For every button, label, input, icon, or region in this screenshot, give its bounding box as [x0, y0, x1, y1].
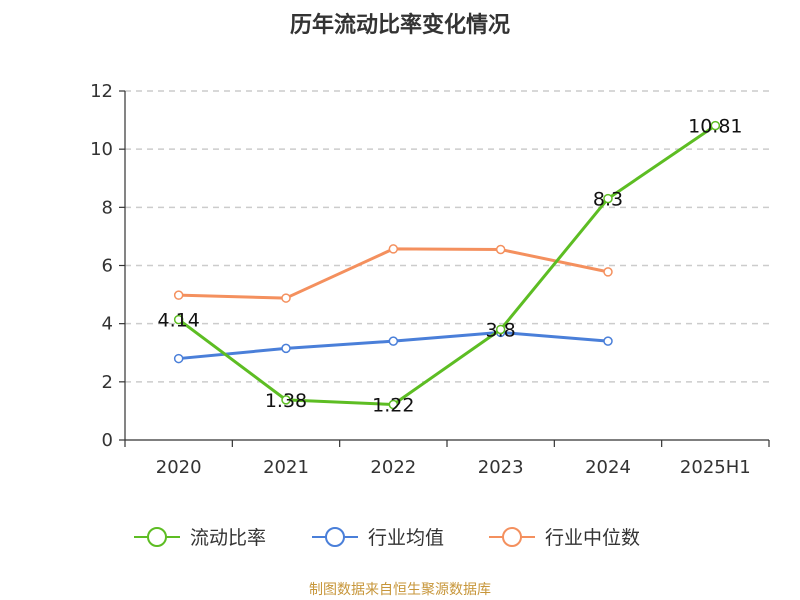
data-point — [388, 399, 399, 410]
y-tick-label: 4 — [102, 314, 113, 335]
legend-marker — [325, 527, 345, 547]
y-tick-label: 8 — [102, 197, 113, 218]
x-tick-label: 2021 — [263, 457, 309, 478]
data-label: 4.14 — [158, 310, 200, 332]
legend-marker — [147, 527, 167, 547]
data-point — [388, 336, 399, 346]
data-point — [281, 395, 291, 405]
legend-item-1: 行业均值 — [312, 527, 444, 549]
legend-item-0: 流动比率 — [134, 527, 266, 549]
series-line-2 — [178, 247, 609, 300]
data-point — [603, 336, 613, 346]
data-point — [388, 244, 399, 254]
data-label: 1.38 — [265, 390, 307, 412]
y-tick-label: 2 — [102, 372, 113, 393]
series-line-0 — [177, 124, 717, 407]
data-point — [710, 120, 721, 131]
data-label: 3.8 — [486, 319, 516, 341]
x-tick-label: 2025H1 — [680, 457, 751, 478]
y-tick-label: 6 — [102, 256, 113, 277]
x-tick-label: 2020 — [156, 457, 202, 478]
data-point — [173, 290, 184, 300]
series-lines — [173, 120, 721, 410]
data-label: 8.3 — [593, 189, 623, 211]
x-tick-label: 2024 — [585, 457, 631, 478]
chart-title: 历年流动比率变化情况 — [290, 12, 510, 38]
axes: 0 2 4 6 8 10 12 2020 2021 2022 2023 2024 2025H1 — [90, 81, 770, 478]
data-point — [603, 267, 613, 277]
x-tick-label: 2022 — [370, 457, 416, 478]
y-tick-label: 12 — [90, 81, 113, 102]
data-point — [173, 353, 184, 364]
legend-label: 流动比率 — [190, 527, 266, 549]
data-point — [281, 293, 291, 303]
legend-item-2: 行业中位数 — [489, 527, 640, 549]
y-tick-label: 0 — [102, 430, 113, 451]
data-label: 10.81 — [688, 116, 742, 138]
legend-label: 行业中位数 — [545, 527, 640, 549]
legend: 流动比率 行业均值 行业中位数 — [134, 527, 640, 549]
x-tick-label: 2023 — [478, 457, 524, 478]
source-note: 制图数据来自恒生聚源数据库 — [309, 582, 491, 598]
y-tick-label: 10 — [90, 139, 113, 160]
data-label: 1.22 — [372, 395, 414, 417]
grid-lines — [125, 90, 769, 383]
data-point — [603, 193, 613, 204]
data-point — [495, 324, 506, 335]
legend-marker — [502, 527, 522, 547]
data-point — [495, 244, 506, 255]
data-point — [281, 343, 291, 354]
data-point — [173, 314, 184, 325]
legend-label: 行业均值 — [368, 527, 444, 549]
data-labels: 4.14 1.38 1.22 3.8 8.3 10.81 — [158, 116, 743, 417]
